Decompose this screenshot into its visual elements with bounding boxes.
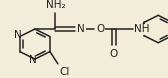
Text: Cl: Cl bbox=[59, 67, 70, 77]
Text: N: N bbox=[77, 24, 85, 34]
Text: O: O bbox=[96, 24, 105, 34]
Text: NH₂: NH₂ bbox=[46, 0, 65, 10]
Text: N: N bbox=[14, 30, 22, 40]
Text: N: N bbox=[29, 55, 37, 65]
Text: O: O bbox=[110, 49, 118, 59]
Text: NH: NH bbox=[134, 24, 150, 34]
